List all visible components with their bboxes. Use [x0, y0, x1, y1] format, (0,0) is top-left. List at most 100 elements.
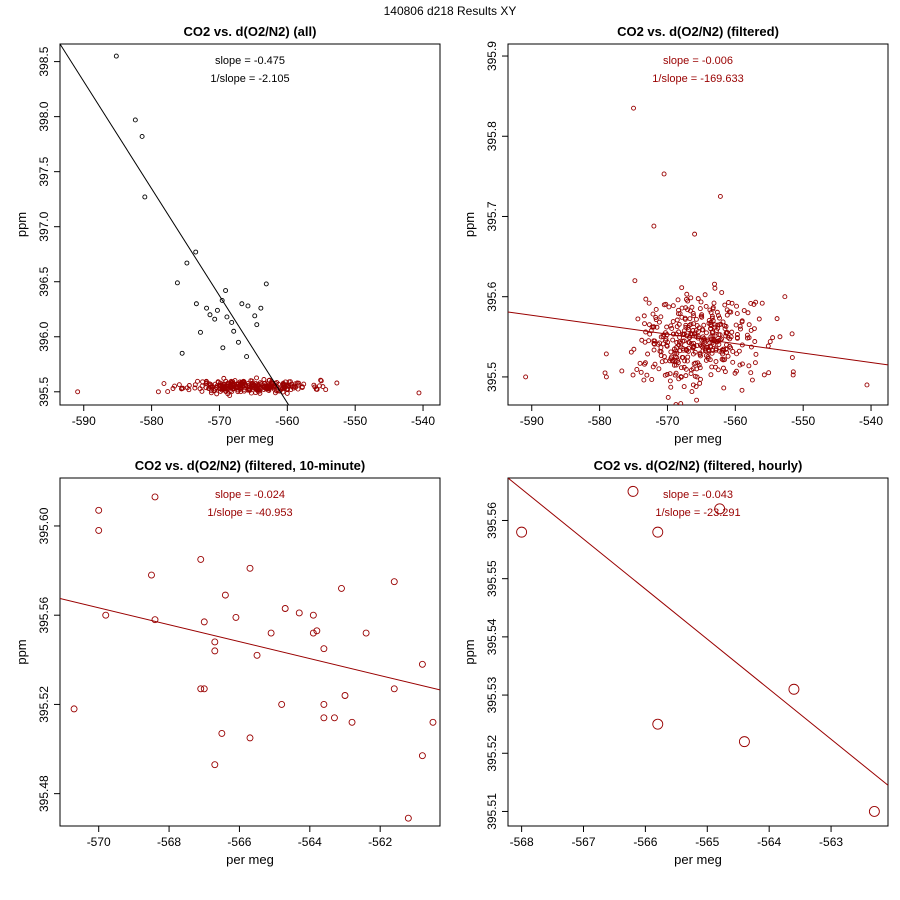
data-point	[418, 752, 426, 760]
data-point	[660, 334, 666, 339]
x-tick-label: -565	[695, 835, 719, 849]
data-point	[690, 345, 696, 351]
data-point	[688, 295, 694, 301]
data-point	[694, 374, 700, 380]
data-point	[661, 171, 667, 177]
data-point	[676, 342, 682, 348]
data-point	[746, 335, 752, 341]
data-point	[695, 296, 701, 302]
data-point	[516, 526, 528, 538]
data-point	[257, 385, 263, 391]
data-point	[693, 360, 698, 366]
data-point	[602, 370, 608, 376]
data-point	[652, 526, 664, 538]
x-tick-label: -566	[227, 835, 251, 849]
x-tick-label: -560	[723, 414, 747, 428]
fit-line	[508, 478, 888, 786]
y-tick-label: 395.8	[485, 121, 499, 151]
data-point	[284, 390, 290, 396]
data-point	[161, 381, 167, 387]
data-point	[218, 729, 226, 737]
x-axis-label: per meg	[674, 431, 722, 446]
data-point	[650, 324, 656, 330]
data-point	[767, 339, 773, 345]
data-point	[729, 329, 735, 335]
data-point	[733, 322, 739, 328]
data-point	[730, 359, 736, 365]
data-point	[619, 368, 625, 374]
data-point	[736, 348, 742, 354]
data-point	[691, 321, 696, 327]
data-point	[748, 327, 754, 333]
data-point	[777, 334, 783, 340]
data-point	[148, 571, 155, 579]
slope-annotation: slope = -0.475	[215, 55, 285, 67]
data-point	[239, 380, 245, 386]
data-point	[263, 281, 269, 287]
data-point	[634, 367, 640, 372]
data-point	[632, 278, 638, 284]
data-point	[734, 311, 740, 317]
data-point	[672, 350, 678, 356]
data-point	[172, 383, 177, 389]
data-point	[710, 318, 716, 324]
y-axis-label: ppm	[462, 639, 477, 664]
data-point	[707, 343, 713, 349]
data-point	[635, 316, 641, 322]
data-point	[681, 328, 687, 334]
data-point	[639, 337, 645, 343]
x-tick-label: -590	[520, 414, 544, 428]
data-point	[320, 700, 328, 708]
data-point	[725, 335, 731, 340]
data-point	[681, 384, 687, 390]
x-tick-label: -560	[275, 414, 299, 428]
data-point	[644, 372, 650, 378]
data-point	[789, 355, 795, 360]
data-point	[676, 307, 681, 313]
data-point	[294, 380, 300, 386]
data-point	[211, 761, 219, 769]
x-tick-label: -563	[819, 835, 843, 849]
data-point	[651, 338, 657, 344]
data-point	[320, 645, 328, 653]
data-point	[429, 718, 437, 726]
data-point	[301, 381, 307, 387]
x-tick-label: -564	[757, 835, 781, 849]
data-point	[603, 351, 609, 357]
data-point	[200, 379, 206, 385]
data-point	[659, 359, 665, 365]
data-point	[734, 335, 740, 341]
data-point	[683, 305, 689, 311]
data-point	[200, 685, 208, 693]
data-point	[95, 526, 103, 534]
data-point	[756, 316, 762, 322]
data-point	[748, 370, 754, 376]
data-point	[714, 309, 720, 315]
data-point	[668, 356, 674, 362]
data-point	[713, 347, 719, 353]
data-point	[676, 376, 682, 382]
data-point	[221, 591, 229, 599]
data-point	[214, 391, 220, 397]
data-point	[254, 383, 259, 389]
data-point	[687, 316, 693, 322]
data-point	[712, 333, 718, 339]
y-axis-label: ppm	[462, 212, 477, 237]
data-point	[239, 301, 245, 307]
data-point	[714, 503, 726, 515]
data-point	[670, 337, 676, 343]
data-point	[739, 387, 745, 393]
data-point	[224, 386, 230, 392]
data-point	[362, 629, 370, 637]
x-tick-label: -540	[859, 414, 883, 428]
data-point	[688, 371, 694, 377]
data-point	[675, 297, 681, 303]
data-point	[252, 313, 258, 319]
data-point	[685, 324, 691, 330]
data-point	[690, 310, 696, 316]
plot-frame	[507, 43, 889, 406]
data-point	[695, 360, 701, 366]
slope-annotation: slope = -0.043	[663, 489, 733, 501]
data-point	[179, 350, 185, 356]
data-point	[724, 307, 730, 313]
